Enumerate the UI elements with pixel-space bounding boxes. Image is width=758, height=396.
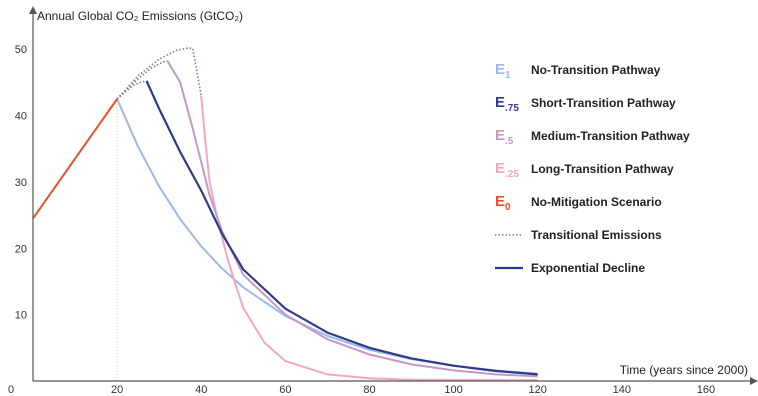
legend-label-e1: No-Transition Pathway: [531, 63, 661, 77]
legend-label-e25: Long-Transition Pathway: [531, 162, 674, 176]
legend-symbol-e1: E1: [495, 61, 511, 81]
x-tick-label: 40: [195, 384, 207, 396]
axis-ticks: 20 40 60 80 100 120 140 160 10 20 30 40 50: [15, 44, 715, 396]
legend-label-e75: Short-Transition Pathway: [531, 96, 676, 110]
legend-symbol-e5: E.5: [495, 127, 514, 147]
legend-symbol-e75: E.75: [495, 94, 519, 114]
legend-label-transitional: Transitional Emissions: [531, 228, 662, 242]
x-axis-arrow: [750, 377, 758, 385]
series-e25-transition: [116, 47, 202, 100]
series-e75-transition: [116, 80, 147, 100]
plot-area: [32, 47, 538, 382]
legend-label-e5: Medium-Transition Pathway: [531, 129, 690, 143]
x-tick-label: 100: [444, 384, 462, 396]
axes: Annual Global CO₂ Emissions (GtCO₂) Time…: [8, 6, 758, 396]
legend-symbol-e0: E0: [495, 193, 511, 213]
y-tick-label: 20: [15, 243, 27, 255]
y-tick-label: 10: [15, 310, 27, 322]
x-tick-label: 20: [111, 384, 123, 396]
origin-tick-label: 0: [8, 384, 14, 396]
series-e75-line: [145, 80, 538, 376]
series-e25-line: [200, 95, 538, 382]
x-tick-label: 160: [697, 384, 715, 396]
legend-label-e0: No-Mitigation Scenario: [531, 195, 662, 209]
x-tick-label: 80: [363, 384, 375, 396]
series-e0-line: [32, 98, 118, 219]
x-tick-label: 120: [529, 384, 547, 396]
y-tick-label: 30: [15, 177, 27, 189]
x-tick-label: 140: [613, 384, 631, 396]
legend-symbol-e25: E.25: [495, 160, 519, 180]
legend: E1 No-Transition Pathway E.75 Short-Transit…: [495, 61, 690, 275]
series-e5-transition: [116, 60, 168, 100]
y-tick-label: 50: [15, 44, 27, 56]
x-tick-label: 60: [279, 384, 291, 396]
y-tick-label: 40: [15, 111, 27, 123]
legend-label-exponential: Exponential Decline: [531, 261, 645, 275]
y-axis-arrow: [29, 6, 37, 14]
x-axis-title: Time (years since 2000): [620, 363, 748, 377]
y-axis-title: Annual Global CO₂ Emissions (GtCO₂): [37, 9, 243, 23]
series-e5-line: [166, 60, 538, 378]
